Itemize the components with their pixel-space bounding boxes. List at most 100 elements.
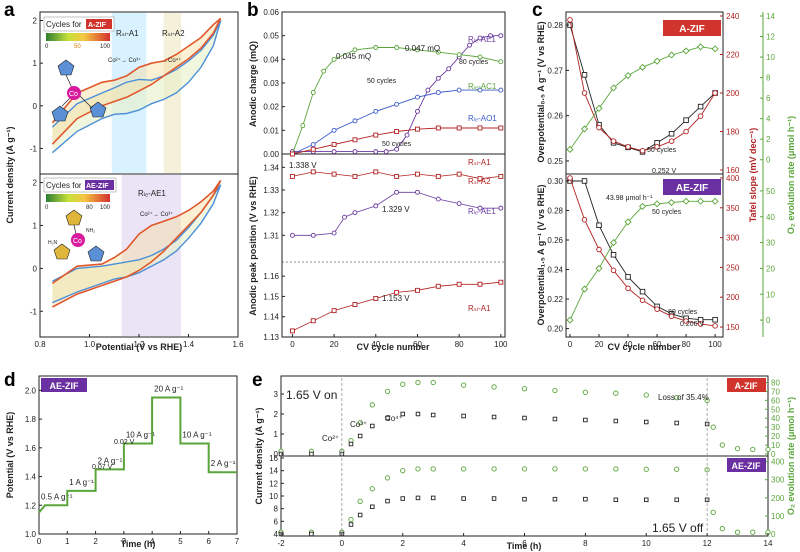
a-xtick-label: 1.4 [183,340,195,349]
c-bot-tafel-pt [654,306,660,312]
b-bot-s1-pt [477,205,483,211]
c-bot-o2-pt [711,197,719,205]
panel-label-d: d [4,370,16,391]
c-bot-tafel-ytick-label: 250 [726,263,740,272]
panel-e-series [278,378,771,537]
b-legend-ae-peak: Rₗₑ-AE1 [468,207,496,216]
b-top-s1-pt [415,47,420,53]
e-bot-o2-ytick-label: 200 [771,494,785,503]
e-ylabel: Current density (A g⁻¹) [254,408,264,505]
a-bot-legend-title: Cycles for [46,181,82,190]
b-top-ytick-label: 0.02 [263,103,279,112]
a-top-cycle100-forward [51,17,222,124]
c-bot-o2-ytick-label: 0 [766,316,771,325]
c-top-tafel-ytick-label: 200 [726,89,740,98]
d-step-label-4: 20 A g⁻¹ [154,385,183,394]
e-top-o2-ytick-label: 10 [771,441,780,450]
e-bot-current-pt [674,497,679,503]
c-bot-o2-ytick-label: 20 [766,264,775,273]
c-top-overpotential [569,24,716,153]
d-step-label-6: 2 A g⁻¹ [211,459,236,468]
panel-a-curves [51,17,222,308]
c-top-tafel [569,19,716,152]
b-bot-s0-pt [498,173,504,179]
b-top-s0-pt [446,66,452,72]
e-bot-current-pt [491,496,497,501]
b-ann-50b: 50 cycles [382,141,412,148]
e-bot-o2-pt [460,466,467,472]
e-xtick-label: 8 [583,539,588,548]
b-top-ytick-label: 0.00 [263,150,279,159]
b-bot-s1-pt [498,205,504,211]
e-top-o2-pt [460,382,467,388]
c-top-op-ytick-label: 0.27 [547,66,563,75]
c-top-o2-ytick-label: 2 [766,135,771,144]
b-top-s3-pt [498,125,504,131]
c-bot-badge-bg [663,179,721,195]
b-bot-s1-pt [289,232,295,238]
b-bot-s0-pt [310,169,316,175]
e-bot-cur-ytick-label: 14 [269,467,278,476]
b-top-s2-pt [310,142,316,147]
e-top-current-pt [522,415,527,421]
b-bot-lower-ytick-label: 1.16 [263,272,279,281]
e-bot-o2-pt [582,466,589,472]
a-top-envelope-2 [52,18,221,145]
b-top-s3-pt [394,129,400,134]
a-top-cycle1-forward [51,20,222,128]
e-top-o2-ytick-label: 70 [771,387,780,396]
b-top-s2-pt [331,127,337,133]
c-xlabel: CV cycle number [607,342,681,352]
c-bot-badge: AE-ZIF [676,183,708,194]
e-top-o2-ytick-label: 80 [771,378,780,387]
b-bot-s1-pt [435,196,441,202]
b-bot-s0-pt [435,173,441,179]
d-xtick-label: 3 [122,537,127,546]
b-ann-0047: 0.047 mQ [405,44,440,53]
e-top-o2-pt [765,446,771,453]
b-top-s1-pt [456,52,462,58]
e-bot-o2-pt [348,516,354,523]
c-bot-tafel-pt [610,267,617,274]
e-top-cur-ytick-label: 3 [274,390,279,399]
e-bot-o2-ytick-label: 400 [771,458,785,467]
b-bot-upper-ytick-label: 1.33 [263,186,279,195]
a-bot-badge: AE-ZIF [86,183,109,190]
b-top-s3-pt [456,125,462,131]
b-top-s1-pt [310,90,316,95]
b-top-s2-pt [477,87,483,93]
e-bot-o2-pt [674,466,680,472]
b-xlabel: CV cycle number [356,342,430,352]
c-bot-o2-pt [566,316,574,324]
e-xlabel: Time (h) [507,541,542,551]
a-xtick-label: 1.0 [84,340,96,349]
c-bot-tafel-pt [697,321,704,327]
panel-d-ticks: 1.0 1.2 1.4 1.6 1.8 2.0 0 1 2 3 4 5 6 7 [25,386,240,546]
c-bot-o2-ytick-label: 40 [766,213,775,222]
c-top-tafel-pt [567,17,573,23]
a-top-molecule-icon: Co [51,59,107,122]
c-top-o2-pt [639,63,647,71]
d-xtick-label: 2 [93,537,98,546]
e-ann-co4: Co⁴⁺ [385,414,403,423]
c-top-o2-pt [609,84,618,92]
e-top-o2-ytick-label: 20 [771,432,780,441]
c-top-o2-pt [711,45,719,53]
c-top-tafel-pt [639,147,646,154]
c-top-o2-pt [595,104,603,112]
e-xtick-label: -2 [277,539,285,548]
b-bot-s2-pt [331,308,337,314]
e-top-o2-pt [384,388,391,395]
b-top-s1-pt [352,47,358,53]
b-bot-s1-pt [331,230,337,236]
d-xtick-label: 1 [65,537,70,546]
e-top-o2-pt [415,379,421,386]
b-top-s1-pt [300,123,306,129]
e-top-o2-pt [734,445,741,452]
c-top-o2-pt [624,72,632,80]
e-bot-o2-pt [430,466,436,472]
a-xtick-label: 1.2 [133,340,145,349]
c-top-o2-pt [580,125,589,133]
e-bot-current-pt [357,512,363,518]
